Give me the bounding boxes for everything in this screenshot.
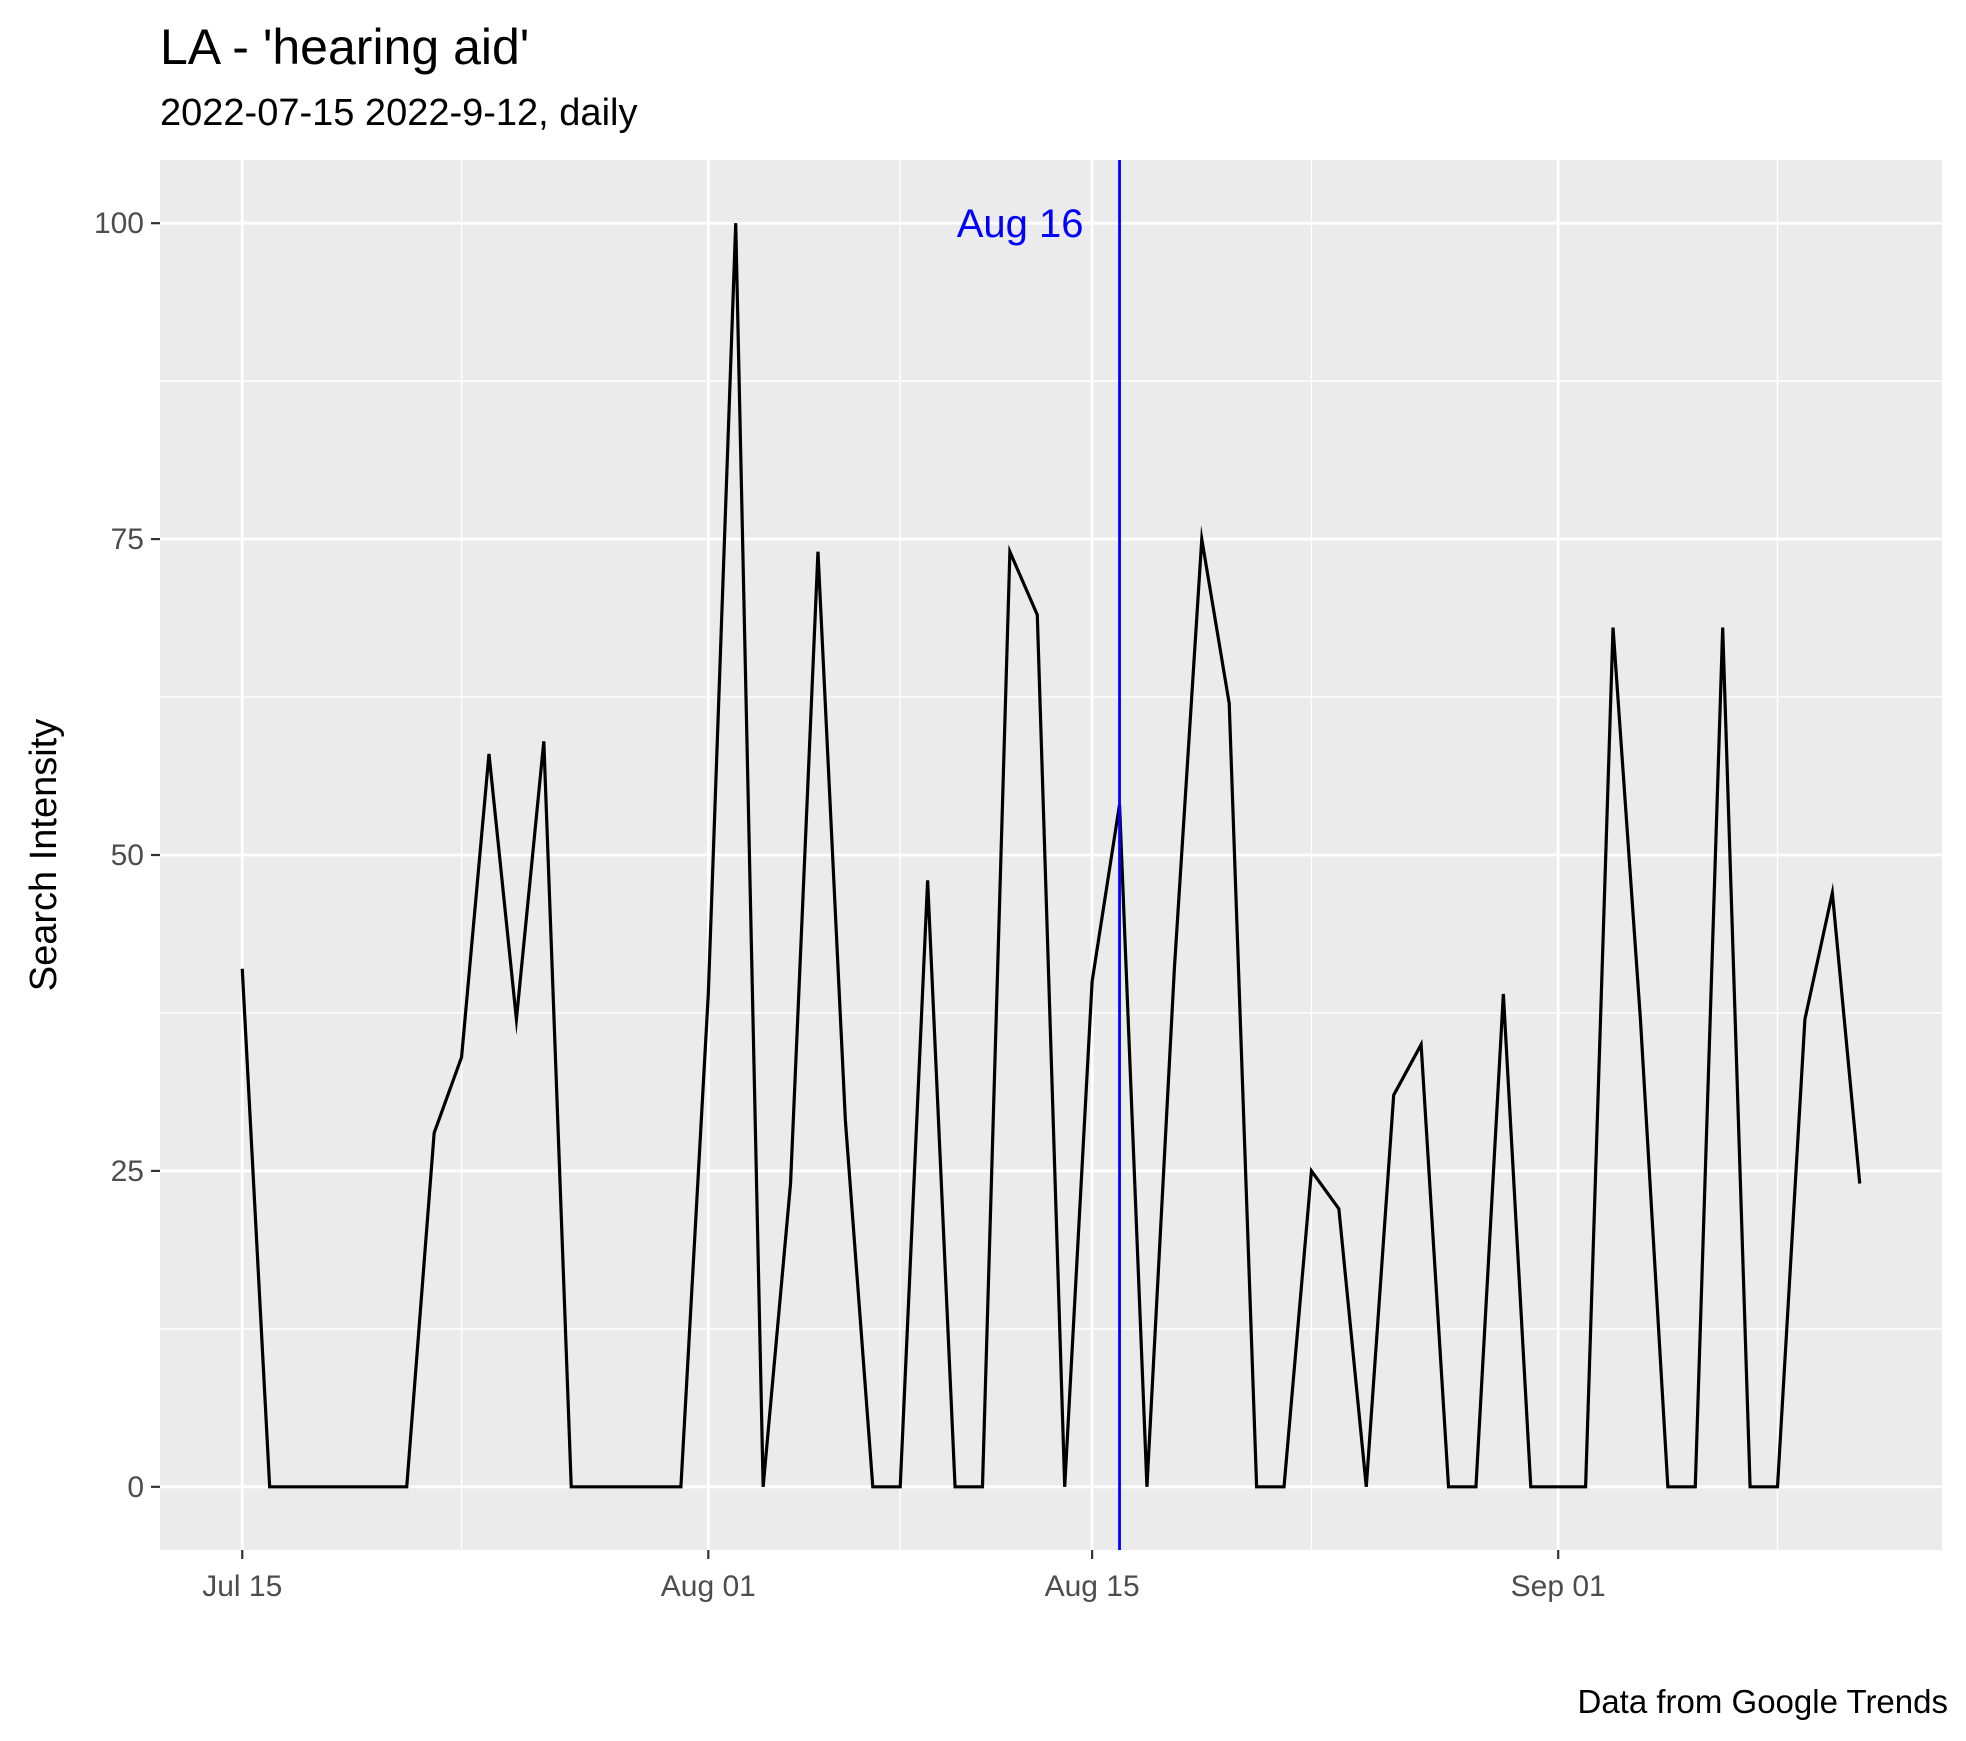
x-axis: Jul 15 Aug 01 Aug 15 Sep 01 <box>202 1550 1606 1603</box>
y-tick-label: 0 <box>127 1471 144 1504</box>
y-axis-title: Search Intensity <box>23 719 65 991</box>
y-tick-label: 100 <box>94 207 144 240</box>
y-tick-label: 50 <box>111 839 144 872</box>
series-layer <box>240 223 1862 1489</box>
major-gridlines <box>160 160 1942 1550</box>
x-tick-label: Sep 01 <box>1511 1570 1606 1603</box>
series-line <box>240 223 1862 1489</box>
x-tick-label: Aug 01 <box>661 1570 756 1603</box>
y-tick-label: 25 <box>111 1155 144 1188</box>
chart-caption: Data from Google Trends <box>1577 1683 1948 1720</box>
y-tick-label: 75 <box>111 523 144 556</box>
x-tick-label: Jul 15 <box>202 1570 282 1603</box>
chart-subtitle: 2022-07-15 2022-9-12, daily <box>160 92 638 134</box>
x-tick-label: Aug 15 <box>1045 1570 1140 1603</box>
chart-title: LA - 'hearing aid' <box>160 19 530 75</box>
annotation-layer: Aug 16 <box>957 160 1121 1550</box>
aug-16-label: Aug 16 <box>957 202 1084 246</box>
y-axis: 0 25 50 75 100 <box>94 207 160 1504</box>
